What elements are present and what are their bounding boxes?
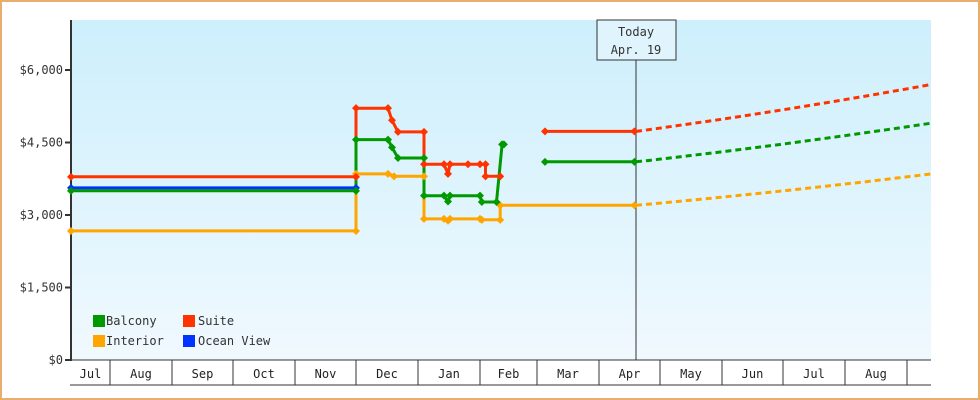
legend-item-ocean-view[interactable]: Ocean View xyxy=(183,334,271,348)
data-markers xyxy=(67,104,639,235)
month-label: Sep xyxy=(192,367,214,381)
today-label: Today xyxy=(618,25,654,39)
today-date: Apr. 19 xyxy=(611,43,662,57)
month-label: Dec xyxy=(376,367,398,381)
month-label: Jul xyxy=(803,367,825,381)
legend-item-balcony[interactable]: Balcony xyxy=(93,314,157,328)
suite-swatch-icon xyxy=(183,315,195,327)
legend-item-interior[interactable]: Interior xyxy=(93,334,164,348)
y-tick-label: $6,000 xyxy=(20,63,63,77)
balcony-swatch-icon xyxy=(93,315,105,327)
month-label: Aug xyxy=(130,367,152,381)
month-label: Apr xyxy=(619,367,641,381)
month-label: Jul xyxy=(80,367,102,381)
month-label: Aug xyxy=(865,367,887,381)
y-tick-label: $3,000 xyxy=(20,208,63,222)
today-marker: Today Apr. 19 xyxy=(596,19,677,360)
month-label: Jan xyxy=(438,367,460,381)
legend-label: Balcony xyxy=(106,314,157,328)
y-tick-label: $4,500 xyxy=(20,136,63,150)
legend-label: Ocean View xyxy=(198,334,271,348)
month-label: Feb xyxy=(498,367,520,381)
legend-label: Suite xyxy=(198,314,234,328)
month-label: Mar xyxy=(557,367,579,381)
y-tick-label: $0 xyxy=(49,353,63,367)
legend-label: Interior xyxy=(106,334,164,348)
x-axis-months: Jul Aug Sep Oct Nov Dec Jan Feb Mar Apr May Jun Jul A… xyxy=(70,360,931,386)
ocean-view-swatch-icon xyxy=(183,335,195,347)
month-label: Oct xyxy=(253,367,275,381)
legend-item-suite[interactable]: Suite xyxy=(183,314,234,328)
month-label: May xyxy=(680,367,702,381)
month-label: Jun xyxy=(742,367,764,381)
y-tick-label: $1,500 xyxy=(20,281,63,295)
y-axis-ticks: $0 $1,500 $3,000 $4,500 $6,000 xyxy=(20,63,71,367)
legend: Balcony Suite Interior Ocean View xyxy=(93,314,271,348)
interior-swatch-icon xyxy=(93,335,105,347)
month-label: Nov xyxy=(315,367,337,381)
